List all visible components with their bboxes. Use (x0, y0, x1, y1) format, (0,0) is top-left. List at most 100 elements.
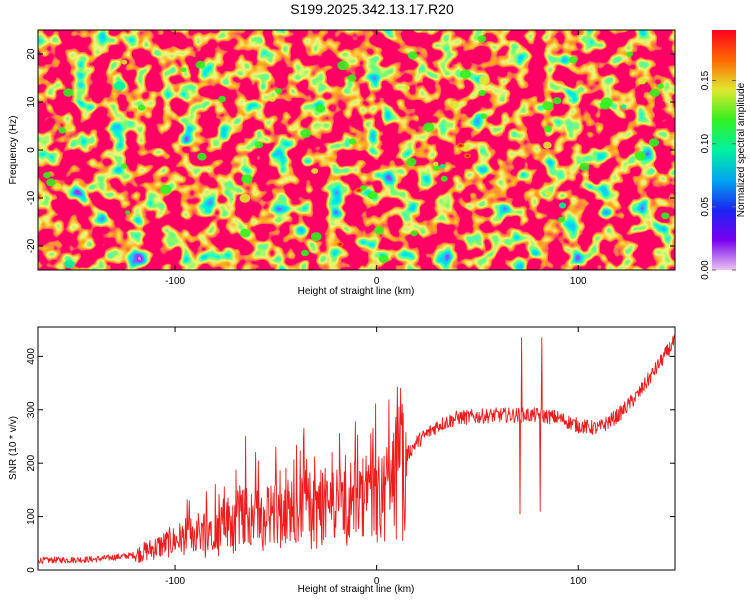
spectrogram-hotspot (432, 164, 440, 171)
spectrogram-hotspot (626, 51, 633, 57)
snr-series-line (37, 333, 676, 564)
colorbar-tick-label: 0.15 (700, 70, 711, 90)
spectrogram-peak-core (357, 189, 361, 192)
spectrogram-hotspot (275, 88, 283, 94)
spectrogram-x-label: Height of straight line (km) (298, 286, 415, 297)
spectrogram-hotspot (239, 193, 251, 203)
spectrogram-hotspot (125, 210, 131, 215)
spectrogram-image (38, 30, 675, 270)
spectrogram-hotspot (160, 184, 172, 195)
spectrogram-peak-core (459, 144, 463, 147)
spectrogram-xtick-label: 100 (570, 276, 587, 287)
spectrogram-hotspot (43, 172, 51, 179)
snr-x-label: Height of straight line (km) (298, 584, 415, 595)
spectrogram-ytick-label: 20 (26, 48, 37, 60)
spectrogram-hotspot (423, 122, 435, 132)
spectrogram-hotspot (241, 174, 253, 184)
snr-frame (37, 326, 676, 571)
spectrogram-hotspot (406, 157, 417, 167)
colorbar: 0.00 0.05 0.10 0.15 Normalized spectral amp… (700, 30, 747, 280)
spectrogram-ytick-label: -20 (26, 238, 37, 253)
spectrogram-hotspot (337, 60, 349, 71)
spectrogram-hotspot (649, 88, 660, 98)
spectrogram-hotspot (121, 59, 128, 65)
snr-x-ticks: -100 0 100 (165, 327, 587, 587)
snr-ytick-label: 200 (26, 454, 37, 471)
spectrogram-hotspot (542, 101, 554, 111)
snr-xtick-label: -100 (165, 576, 185, 587)
spectrogram-hotspot (637, 77, 647, 85)
spectrogram-ytick-label: -10 (26, 190, 37, 205)
spectrogram-hotspot (254, 141, 264, 149)
spectrogram-hotspot (300, 128, 312, 138)
spectrogram-hotspot (544, 125, 552, 133)
spectrogram-hotspot (634, 151, 646, 161)
spectrogram-hotspot (378, 254, 389, 263)
spectrogram-xtick-label: -100 (165, 276, 185, 287)
colorbar-label: Normalized spectral amplitude (736, 82, 747, 217)
spectrogram-hotspot (407, 51, 418, 60)
chart-title: S199.2025.342.13.17.R20 (290, 1, 454, 17)
spectrogram-hotspot (195, 60, 206, 69)
spectrogram-hotspot (218, 95, 227, 103)
spectrogram-hotspot (543, 141, 552, 149)
spectrogram-hotspot (374, 226, 384, 235)
spectrogram-hotspot (301, 249, 309, 257)
colorbar-ticks: 0.00 0.05 0.10 0.15 (700, 70, 736, 280)
colorbar-tick-label: 0.05 (700, 197, 711, 217)
spectrogram-hotspot (113, 81, 126, 91)
spectrogram-hotspot (120, 163, 128, 169)
spectrogram-hotspot (347, 74, 357, 82)
spectrogram-hotspot (311, 168, 319, 174)
spectrogram-xtick-label: 0 (374, 276, 380, 287)
colorbar-tick-label: 0.00 (700, 260, 711, 280)
spectrogram-hotspot (459, 69, 471, 79)
spectrogram-hotspot (599, 101, 611, 110)
spectrogram-hotspot (64, 259, 75, 269)
spectrogram-hotspot (558, 216, 566, 223)
snr-y-ticks: 0 100 200 300 400 (26, 348, 675, 573)
spectrogram-hotspot (552, 97, 562, 105)
spectrogram-hotspot (197, 152, 207, 161)
spectrogram-hotspot (367, 191, 378, 200)
snr-xtick-label: 0 (374, 576, 380, 587)
spectrogram-ytick-label: 0 (26, 147, 37, 153)
spectrogram-hotspot (240, 228, 251, 238)
spectrogram-hotspot (410, 230, 418, 237)
spectrogram-hotspot (137, 104, 146, 111)
snr-panel: -100 0 100 0 100 200 300 400 Height of straigh… (8, 326, 676, 595)
spectrogram-peak-core (338, 243, 342, 246)
spectrogram-hotspot (657, 83, 664, 89)
spectrogram-hotspot (46, 178, 56, 187)
spectrogram-hotspot (311, 232, 322, 242)
colorbar-tick-label: 0.10 (700, 134, 711, 154)
colorbar-body (712, 30, 736, 270)
spectrogram-hotspots (43, 35, 670, 269)
spectrogram-hotspot (433, 161, 439, 167)
spectrogram-hotspot (268, 95, 276, 102)
snr-ytick-label: 400 (26, 348, 37, 365)
snr-ytick-label: 100 (26, 508, 37, 525)
spectrogram-hotspot (480, 113, 488, 119)
spectrogram-hotspot (568, 56, 578, 64)
snr-xtick-label: 100 (570, 576, 587, 587)
spectrogram-ytick-label: 10 (26, 96, 37, 108)
spectrogram-hotspot (478, 89, 486, 97)
spectrogram-hotspot (181, 67, 187, 73)
spectrogram-hotspot (479, 75, 490, 85)
snr-y-label: SNR (10 * v/v) (8, 416, 19, 480)
spectrogram-hotspot (58, 127, 66, 134)
spectrogram-hotspot (315, 104, 326, 113)
snr-ytick-label: 0 (26, 567, 37, 573)
spectrogram-peak-core (465, 154, 470, 157)
spectrogram-hotspot (661, 212, 670, 220)
spectrogram-hotspot (440, 175, 448, 182)
snr-plot-area (38, 327, 675, 570)
spectrogram-hotspot (54, 183, 62, 190)
spectrogram-x-ticks: -100 0 100 (165, 30, 587, 287)
spectrogram-hotspot (439, 164, 446, 169)
spectrogram-hotspot (348, 138, 357, 145)
spectrogram-hotspot (621, 104, 627, 109)
snr-ytick-label: 300 (26, 401, 37, 418)
